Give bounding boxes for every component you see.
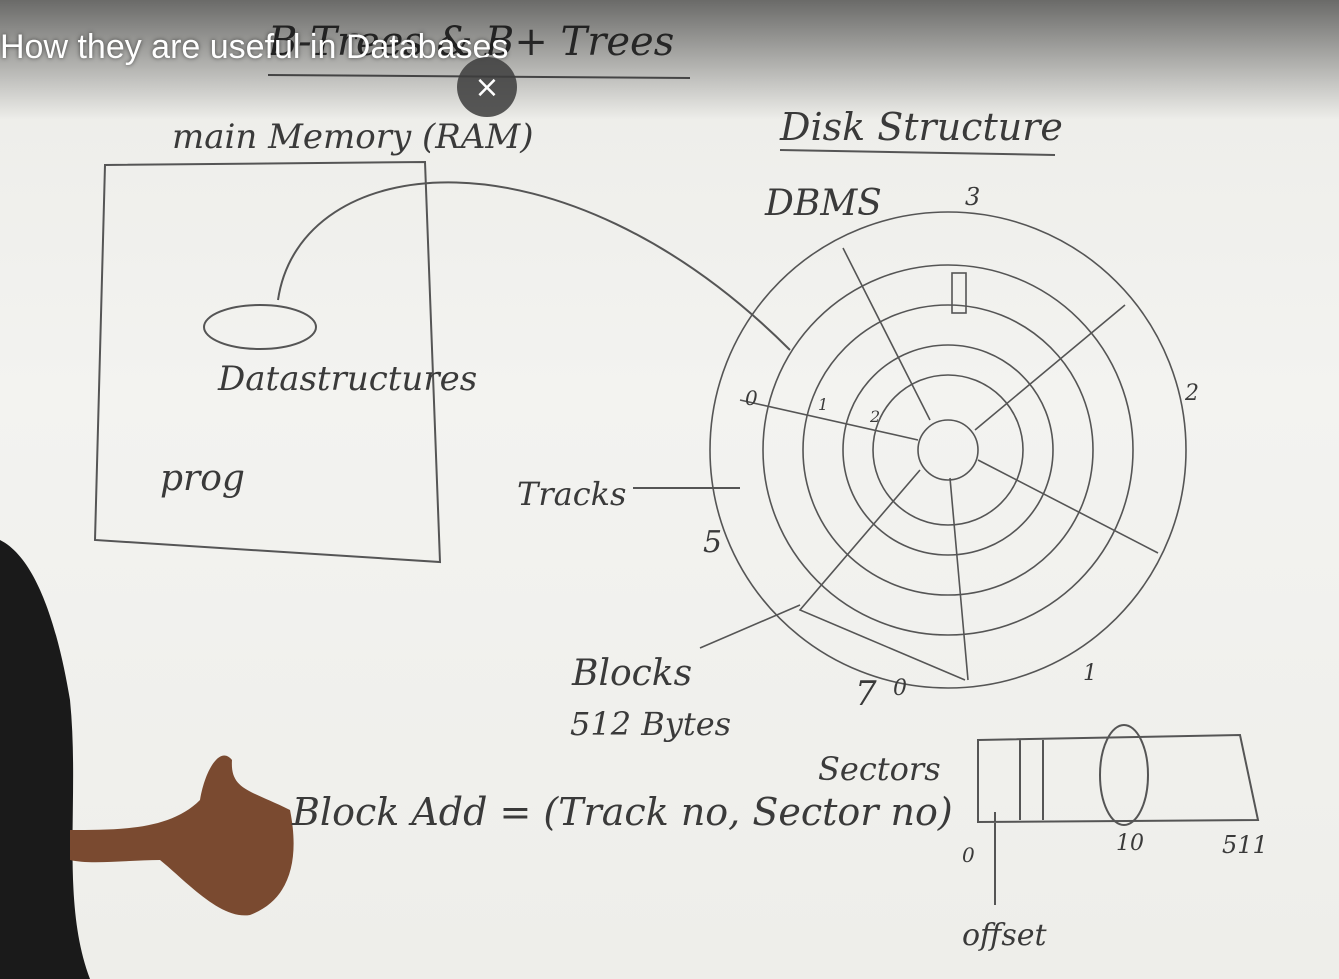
handwritten-label: Datastructures	[217, 359, 477, 399]
handwritten-label: offset	[962, 918, 1047, 953]
handwritten-label: 2	[1184, 381, 1199, 406]
title-shade	[0, 0, 1339, 120]
disk	[699, 211, 1187, 689]
handwritten-label: 1	[1083, 661, 1097, 686]
handwritten-label: 7	[855, 674, 877, 714]
handwritten-label: 1	[818, 395, 828, 414]
presenter	[0, 540, 90, 979]
handwritten-label: Tracks	[517, 475, 626, 513]
handwritten-label: 511	[1222, 831, 1268, 859]
handwritten-label: prog	[160, 458, 245, 499]
disk-underline	[779, 149, 1056, 156]
handwritten-label: Sectors	[818, 750, 941, 788]
handwritten-label: main Memory (RAM)	[172, 117, 534, 157]
handwritten-label: 3	[965, 183, 980, 211]
handwritten-label: 0	[745, 386, 758, 410]
presenter-hand	[70, 755, 294, 916]
handwritten-label: DBMS	[764, 183, 882, 224]
arrow-curve	[277, 181, 791, 351]
handwritten-label: 2	[869, 407, 880, 426]
handwritten-label: 10	[1116, 831, 1144, 856]
handwritten-label: 0	[962, 843, 975, 867]
close-button[interactable]: ×	[457, 57, 517, 117]
ds-ellipse	[203, 304, 317, 350]
handwritten-label: Block Add = (Track no, Sector no)	[291, 790, 953, 834]
handwritten-label: 512 Bytes	[570, 705, 731, 743]
video-title: How they are useful in Databases	[0, 28, 509, 66]
handwritten-label: 5	[703, 525, 722, 560]
handwritten-label: Blocks	[571, 653, 692, 694]
byte-ellipse	[1099, 724, 1149, 826]
block-box	[977, 733, 1260, 905]
handwritten-label: 0	[893, 676, 907, 701]
memory-box	[93, 160, 442, 564]
